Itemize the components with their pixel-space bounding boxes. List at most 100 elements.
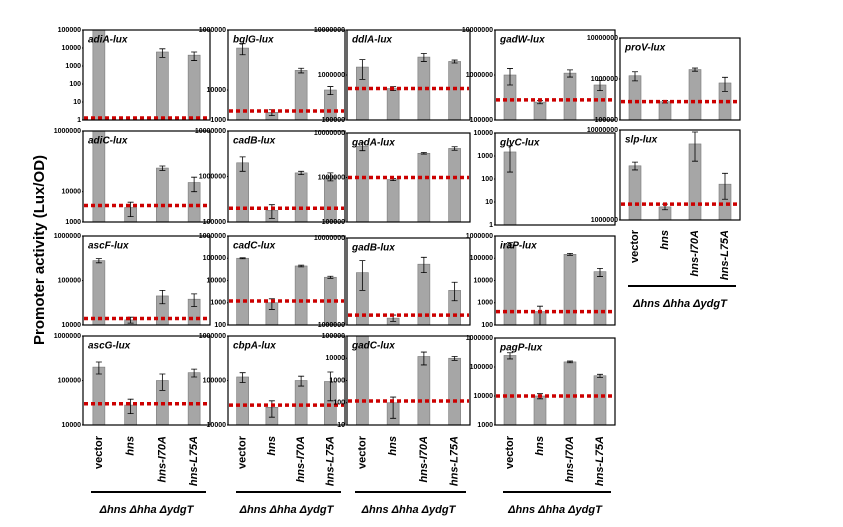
y-tick-label: 1000000: [466, 72, 493, 79]
error-bar: [359, 260, 366, 291]
error-bar: [191, 51, 198, 61]
error-bar: [359, 142, 366, 152]
y-tick-label: 1000000: [199, 173, 226, 180]
error-bar: [507, 352, 513, 360]
panel-title: gadA-lux: [351, 138, 395, 149]
error-bar: [191, 176, 198, 193]
bar: [156, 51, 169, 121]
bar: [658, 101, 672, 121]
y-tick-label: 1: [489, 222, 493, 229]
bar: [593, 375, 607, 426]
bar: [156, 167, 169, 223]
y-tick-label: 10000: [207, 277, 227, 284]
y-tick-label: 10000: [474, 130, 494, 137]
y-tick-label: 100: [481, 176, 493, 183]
bar: [563, 361, 577, 426]
panel-frame: [346, 132, 471, 223]
y-tick-label: 100000: [203, 219, 226, 226]
error-bar: [451, 59, 458, 64]
panel-frame: [494, 29, 616, 121]
category-label: vector: [504, 435, 516, 469]
category-label: vector: [93, 435, 105, 469]
error-bar: [420, 152, 427, 155]
y-tick-label: 1000: [65, 219, 81, 226]
y-tick-label: 10: [337, 422, 345, 429]
bar: [187, 372, 201, 426]
y-tick-label: 100: [69, 81, 81, 88]
error-bar: [507, 68, 513, 86]
bar: [563, 72, 577, 121]
panel-frame: [494, 235, 616, 326]
y-tick-label: 1000: [210, 117, 226, 124]
panel-title: cadC-lux: [233, 241, 276, 252]
y-tick-label: 10000: [474, 393, 494, 400]
y-tick-label: 1000000: [591, 217, 618, 224]
category-label: hns-L75A: [449, 436, 461, 486]
bar: [92, 366, 106, 426]
y-tick-label: 100000: [470, 255, 493, 262]
y-tick-label: 10: [485, 199, 493, 206]
y-tick-label: 10000000: [587, 35, 618, 42]
y-tick-label: 10000000: [587, 127, 618, 134]
y-tick-label: 100000: [58, 277, 81, 284]
y-tick-label: 10: [73, 99, 81, 106]
panel-title: ddlA-lux: [352, 35, 392, 46]
panel-title: pagP-lux: [499, 343, 543, 354]
bar: [417, 356, 431, 426]
error-bar: [420, 53, 427, 62]
y-tick-label: 1000000: [199, 333, 226, 340]
y-tick-label: 10000000: [462, 27, 493, 34]
category-label: hns-I70A: [564, 436, 576, 483]
y-axis-label: Promoter activity (Lux/OD): [31, 155, 48, 345]
error-bar: [127, 201, 134, 218]
y-tick-label: 1000: [65, 63, 81, 70]
category-label: hns-I70A: [689, 230, 701, 277]
error-bar: [597, 267, 603, 277]
bar: [448, 61, 461, 121]
bar: [533, 395, 547, 426]
category-label: hns-I70A: [418, 436, 430, 483]
y-tick-label: 100: [481, 322, 493, 329]
error-bar: [722, 76, 728, 92]
bar: [688, 69, 702, 121]
bar: [236, 376, 249, 426]
y-tick-label: 100000: [203, 377, 226, 384]
y-tick-label: 1000000: [318, 72, 345, 79]
bar: [92, 260, 106, 326]
panel-title: slp-lux: [625, 135, 658, 146]
category-label: vector: [237, 435, 249, 469]
group-label: Δhns Δhha ΔydgT: [239, 504, 335, 516]
bar: [417, 152, 431, 223]
error-bar: [451, 281, 458, 302]
bar: [356, 146, 369, 223]
panel-title: gadB-lux: [351, 243, 395, 254]
y-tick-label: 100000: [322, 219, 345, 226]
category-label: hns: [659, 230, 671, 250]
error-bar: [159, 48, 166, 58]
y-tick-label: 10000000: [195, 128, 226, 135]
error-bar: [327, 275, 334, 279]
panel-frame: [227, 29, 346, 121]
category-label: hns: [266, 436, 278, 456]
y-tick-label: 100000: [58, 27, 81, 34]
error-bar: [239, 156, 246, 172]
error-bar: [239, 372, 246, 383]
bar: [533, 101, 547, 121]
error-bar: [420, 256, 427, 274]
y-tick-label: 1000000: [466, 233, 493, 240]
category-label: hns: [387, 436, 399, 456]
error-bar: [597, 373, 603, 378]
error-bar: [298, 67, 305, 74]
panel-frame: [619, 129, 741, 221]
y-tick-label: 1: [77, 117, 81, 124]
bar: [294, 172, 308, 223]
panel-frame: [82, 335, 211, 426]
y-tick-label: 1000000: [54, 233, 81, 240]
bar: [503, 355, 517, 426]
y-tick-label: 10000: [62, 322, 82, 329]
y-tick-label: 10000: [62, 45, 82, 52]
y-tick-label: 100000: [58, 377, 81, 384]
error-bar: [451, 146, 458, 151]
panel-frame: [82, 235, 211, 326]
